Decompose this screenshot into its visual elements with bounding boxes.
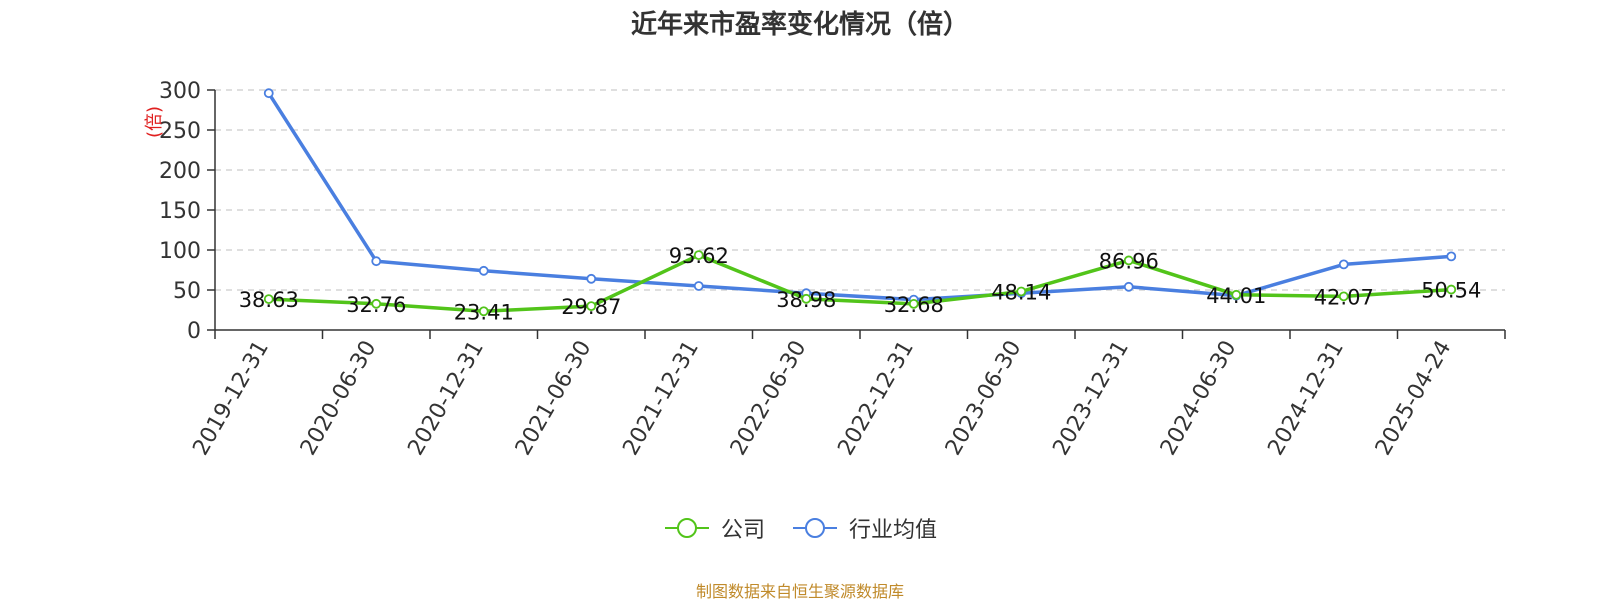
data-label-company: 44.01 bbox=[1206, 284, 1266, 308]
data-label-company: 42.07 bbox=[1314, 285, 1374, 309]
data-point-industry bbox=[478, 265, 489, 276]
legend-item-industry[interactable]: 行业均值 bbox=[791, 512, 937, 544]
data-label-company: 32.76 bbox=[346, 293, 406, 317]
data-point-company bbox=[801, 293, 812, 304]
data-label-company: 32.68 bbox=[884, 293, 944, 317]
y-tick-label: 150 bbox=[159, 199, 201, 224]
data-label-company: 50.54 bbox=[1421, 279, 1481, 303]
data-point-company bbox=[478, 306, 489, 317]
x-tick-label: 2020-06-30 bbox=[296, 337, 382, 460]
data-point-industry bbox=[586, 273, 597, 284]
legend-label-company: 公司 bbox=[720, 518, 765, 543]
x-tick-label: 2024-12-31 bbox=[1263, 337, 1349, 460]
data-label-company: 23.41 bbox=[454, 300, 514, 324]
data-point-industry bbox=[1446, 251, 1457, 262]
y-tick-label: 0 bbox=[187, 319, 201, 344]
legend-item-company[interactable]: 公司 bbox=[663, 512, 765, 544]
data-point-industry bbox=[1123, 281, 1134, 292]
legend-industry-marker-icon bbox=[793, 518, 837, 538]
data-label-company: 86.96 bbox=[1099, 249, 1159, 273]
data-point-industry bbox=[371, 256, 382, 267]
data-point-company bbox=[1123, 255, 1134, 266]
chart-title: 近年来市盈率变化情况（倍） bbox=[630, 10, 969, 40]
y-axis-label: (倍) bbox=[144, 106, 165, 138]
source-footer: 制图数据来自恒生聚源数据库 bbox=[695, 582, 904, 601]
data-point-industry bbox=[263, 88, 274, 99]
data-label-company: 48.14 bbox=[991, 280, 1051, 304]
data-point-company bbox=[371, 298, 382, 309]
data-label-company: 38.98 bbox=[776, 288, 836, 312]
x-tick-label: 2025-04-24 bbox=[1371, 337, 1457, 460]
y-tick-label: 200 bbox=[159, 159, 201, 184]
y-tick-label: 50 bbox=[173, 279, 201, 304]
data-point-industry bbox=[1338, 259, 1349, 270]
data-point-company bbox=[908, 298, 919, 309]
data-point-company bbox=[263, 294, 274, 304]
x-tick-label: 2023-06-30 bbox=[941, 337, 1027, 460]
x-tick-label: 2023-12-31 bbox=[1048, 337, 1134, 460]
series-line-industry bbox=[267, 92, 1452, 302]
data-point-company bbox=[1338, 291, 1349, 302]
x-tick-label: 2024-06-30 bbox=[1156, 337, 1242, 460]
x-tick-label: 2021-06-30 bbox=[511, 337, 597, 460]
x-tick-label: 2022-12-31 bbox=[833, 337, 919, 460]
data-point-company bbox=[1016, 286, 1027, 297]
data-label-company: 29.87 bbox=[561, 295, 621, 319]
data-point-company bbox=[1231, 289, 1242, 300]
series-line-company bbox=[268, 253, 1452, 314]
legend-label-industry: 行业均值 bbox=[849, 518, 938, 543]
data-point-company bbox=[586, 301, 597, 312]
y-tick-label: 100 bbox=[159, 239, 201, 264]
x-tick-label: 2021-12-31 bbox=[618, 337, 704, 460]
data-label-company: 93.62 bbox=[669, 244, 729, 268]
legend-company-marker-icon bbox=[664, 518, 709, 538]
x-tick-label: 2020-12-31 bbox=[403, 337, 489, 460]
legend: 公司 行业均值 bbox=[0, 512, 1600, 544]
data-point-company bbox=[1446, 284, 1457, 295]
y-tick-label: 300 bbox=[159, 79, 201, 104]
data-label-company: 38.63 bbox=[239, 288, 299, 312]
data-point-industry bbox=[693, 281, 704, 291]
data-point-company bbox=[693, 250, 704, 261]
y-tick-label: 250 bbox=[159, 119, 201, 144]
x-tick-label: 2019-12-31 bbox=[188, 337, 274, 460]
x-tick-label: 2022-06-30 bbox=[726, 337, 812, 460]
